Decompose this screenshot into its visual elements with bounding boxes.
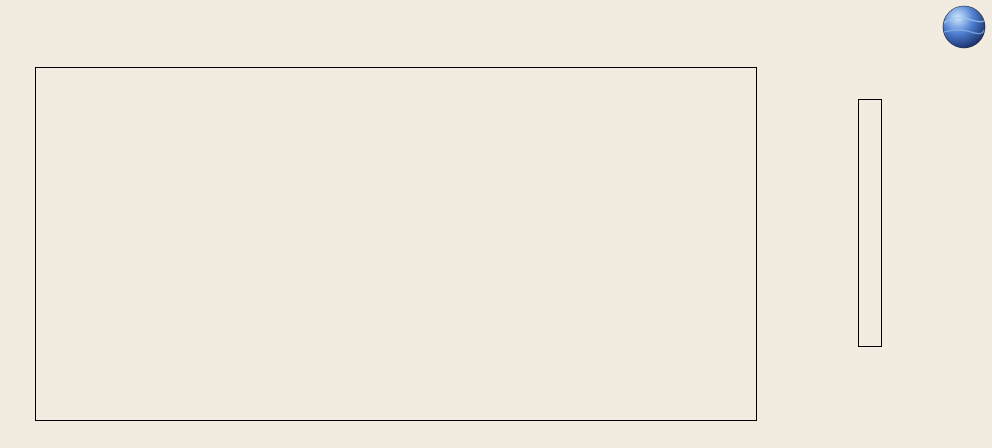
water-vapor-map-canvas: [36, 68, 756, 420]
globe-sphere: [942, 5, 986, 49]
globe-swirl: [943, 29, 985, 35]
globe-swirl: [943, 16, 985, 24]
colorbar: [858, 99, 882, 347]
remss-globe-logo: [942, 5, 986, 49]
remss-branding: [934, 4, 987, 50]
